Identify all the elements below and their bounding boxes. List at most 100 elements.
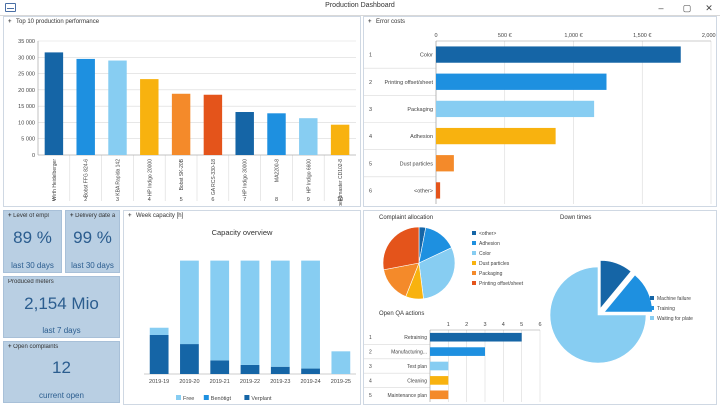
y-tick-label: 10 000	[18, 120, 35, 126]
error-cost-bar	[436, 73, 607, 90]
capacity-bar-segment	[301, 260, 320, 369]
category-label: Packaging	[407, 107, 433, 113]
category-label: Maintenance plan	[388, 393, 428, 399]
kpi-open-complaints[interactable]: + Open complaints 12 current open	[3, 341, 120, 403]
row-number: 5	[369, 161, 372, 167]
chart-title: Open QA actions	[379, 311, 424, 317]
category-label: Adhesion	[410, 134, 433, 140]
expand-icon[interactable]: +	[368, 19, 372, 25]
category-label: 3	[116, 197, 119, 203]
capacity-chart: Capacity overview 2019-19 2019-20 2019-21 20…	[144, 228, 356, 402]
category-label: 4	[148, 197, 151, 203]
error-cost-bar	[436, 155, 454, 172]
qa-action-bar	[430, 376, 449, 385]
category-label: 2019-24	[300, 379, 320, 385]
error-costs-panel-title: Error costs	[376, 19, 406, 25]
qa-action-bar	[430, 347, 485, 356]
legend-label: <other>	[479, 231, 496, 237]
x-tick-label: 1,500 €	[633, 33, 651, 39]
legend-swatch	[472, 251, 476, 255]
category-label: Cleaning	[407, 378, 427, 384]
chart-title: Complaint allocation	[379, 215, 433, 221]
legend-swatch	[472, 241, 476, 245]
kpi-level-header: + Level of empl	[8, 213, 49, 219]
row-number: 2	[369, 350, 372, 356]
bar-name-label: Wirth Heidelberger	[52, 159, 58, 201]
expand-icon[interactable]: +	[128, 213, 132, 219]
error-costs-chart: 0 500 € 1,000 € 1,500 € 2,000 € 1 Color 2 Printi…	[364, 33, 716, 204]
row-number: 2	[369, 80, 372, 86]
capacity-bar-segment	[210, 260, 230, 361]
capacity-bar-segment	[240, 260, 260, 365]
bar-name-label: HP Indigo 20000	[147, 159, 153, 196]
x-tick-label: 1	[447, 322, 450, 328]
error-cost-bar	[436, 100, 595, 118]
legend-label: Benötigt	[211, 396, 232, 402]
legend-swatch	[472, 281, 476, 285]
category-label: 2019-23	[270, 379, 290, 385]
row-number: 5	[369, 393, 372, 399]
title-bar: Production Dashboard – ▢ ✕	[0, 0, 720, 16]
bar-name-label: KBA Rapida 142	[116, 159, 122, 196]
bar-name-label: Bobst SK-20B	[179, 158, 185, 190]
error-cost-bar	[436, 46, 681, 63]
category-label: 2019-22	[240, 379, 260, 385]
capacity-bar-segment	[240, 364, 260, 374]
category-label: Color	[420, 53, 433, 59]
y-tick-label: 25 000	[18, 72, 35, 78]
production-panel-header: + Top 10 production performance	[8, 19, 99, 25]
legend-label: Training	[657, 306, 675, 312]
kpi-meters-subtitle: last 7 days	[42, 326, 81, 335]
category-label: 6	[211, 197, 214, 203]
capacity-bar-segment	[149, 334, 169, 374]
x-tick-label: 5	[520, 322, 523, 328]
pie-slice	[382, 226, 420, 271]
production-bar	[203, 94, 223, 155]
kpi-complaints-value: 12	[52, 358, 71, 377]
production-bar	[108, 60, 127, 155]
x-tick-label: 500 €	[498, 33, 512, 39]
legend-label: Color	[479, 251, 491, 257]
kpi-complaints-subtitle: current open	[39, 391, 84, 400]
legend-label: Machine failure	[657, 296, 691, 302]
production-bar	[299, 118, 318, 155]
legend-swatch	[650, 296, 654, 300]
error-costs-panel-header: + Error costs	[368, 19, 405, 25]
pie-slice	[600, 260, 632, 310]
kpi-produced-meters[interactable]: Produced meters 2,154 Mio last 7 days	[3, 276, 120, 338]
category-label: 2019-25	[331, 379, 351, 385]
production-bar	[44, 52, 64, 155]
category-label: 2019-20	[179, 379, 199, 385]
legend-swatch	[650, 306, 654, 310]
kpi-level-value: 89 %	[13, 228, 52, 247]
legend-swatch	[244, 395, 250, 400]
row-number: 3	[369, 364, 372, 370]
row-number: 1	[369, 335, 372, 341]
production-panel: + Top 10 production performance 35 000 30 …	[3, 16, 361, 207]
legend-swatch	[176, 395, 181, 400]
error-cost-bar	[436, 182, 441, 199]
close-button[interactable]: ✕	[705, 3, 713, 13]
expand-icon[interactable]: +	[8, 19, 12, 25]
maximize-button[interactable]: ▢	[682, 3, 692, 13]
pie-slice	[603, 274, 653, 313]
category-label: 5	[180, 197, 183, 203]
bar-name-label: HP Indigo 6600	[306, 159, 312, 194]
capacity-panel-header: + Week capacity [h]	[128, 213, 183, 219]
capacity-bar-segment	[180, 260, 199, 345]
minimize-button[interactable]: –	[658, 3, 664, 13]
x-tick-label: 0	[434, 33, 437, 39]
kpi-delivery-date[interactable]: + Delivery date a 99 % last 30 days	[65, 210, 120, 273]
kpi-delivery-value: 99 %	[73, 228, 112, 247]
category-label: 8	[275, 197, 278, 203]
bar-name-label: GA RCS-330-18	[211, 159, 217, 195]
error-costs-panel: + Error costs 0 500 € 1,000 € 1,500 € 2,000 €…	[363, 16, 717, 207]
kpi-level-of-employment[interactable]: + Level of empl 89 % last 30 days	[3, 210, 62, 273]
production-bar	[267, 113, 286, 155]
legend-swatch	[203, 395, 209, 400]
legend-swatch	[472, 261, 476, 265]
legend-label: Printing offset/sheet	[479, 281, 524, 287]
pie-slice	[549, 266, 647, 364]
y-tick-label: 5 000	[21, 137, 35, 143]
kpi-delivery-header: + Delivery date a	[70, 213, 116, 219]
